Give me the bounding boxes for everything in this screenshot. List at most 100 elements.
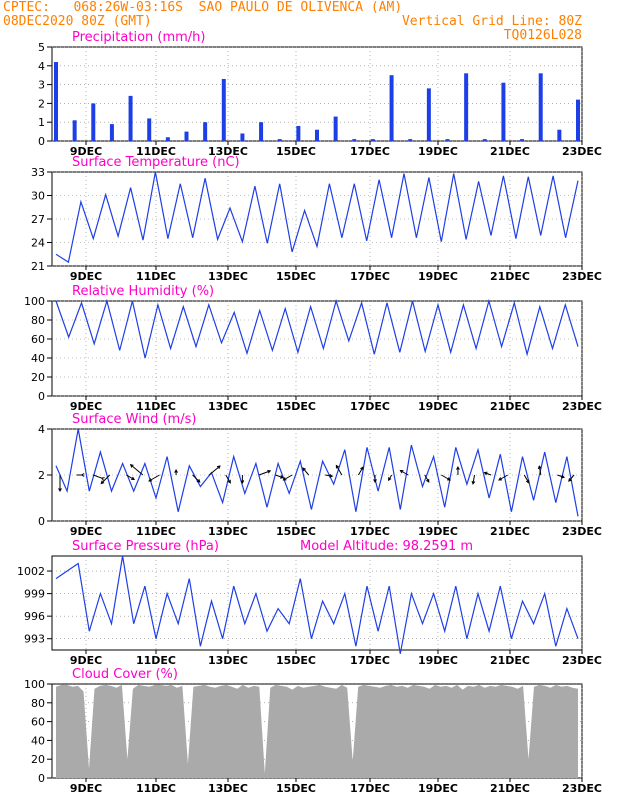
wind-arrow: [335, 465, 343, 476]
wind-xtick-label: 23DEC: [562, 525, 602, 538]
rh-ytick-label: 0: [38, 390, 45, 403]
precip-ytick-label: 1: [38, 116, 45, 129]
rh-frame: [51, 300, 583, 397]
wind-xtick-label: 13DEC: [208, 525, 248, 538]
pres-title: Surface Pressure (hPa): [72, 539, 219, 554]
cloud-ytick-label: 20: [31, 753, 45, 766]
precip-bar: [147, 118, 152, 141]
wind-panel: [47, 428, 583, 525]
precip-bar: [72, 120, 77, 141]
rh-xtick-label: 19DEC: [418, 400, 458, 413]
precip-ytick-label: 3: [38, 79, 45, 92]
temp-ytick-label: 24: [31, 237, 45, 250]
pres-xtick-label: 13DEC: [208, 654, 248, 667]
pres-ytick-label: 1002: [17, 565, 45, 578]
rh-ytick-label: 60: [31, 333, 45, 346]
wind-arrow: [424, 474, 430, 483]
wind-arrow: [126, 474, 135, 480]
precip-ytick-label: 0: [38, 135, 45, 148]
wind-arrow: [358, 466, 364, 476]
precip-bar: [165, 137, 170, 141]
precip-title: Precipitation (mm/h): [72, 30, 205, 45]
temp-ytick-label: 21: [31, 260, 45, 273]
precip-ytick-label: 2: [38, 97, 45, 110]
precip-bar: [184, 131, 189, 141]
wind-arrow-head: [373, 479, 377, 484]
precip-ytick-label: 4: [38, 60, 45, 73]
precip-bar: [576, 99, 580, 141]
precip-bar: [91, 103, 96, 141]
wind-arrow: [441, 474, 451, 481]
wind-arrow-head: [267, 469, 272, 474]
wind-arrow-head: [360, 466, 364, 471]
wind-arrow: [148, 474, 160, 482]
temp-series-line: [55, 171, 579, 264]
wind-arrow: [325, 474, 333, 477]
precip-xtick-label: 19DEC: [418, 145, 458, 158]
cloud-xtick-label: 17DEC: [350, 782, 390, 795]
rh-xtick-label: 21DEC: [490, 400, 530, 413]
pres-panel: [47, 555, 583, 654]
temp-xtick-label: 23DEC: [562, 270, 602, 283]
wind-arrow-head: [388, 477, 392, 482]
wind-series-line: [55, 428, 579, 517]
temp-xtick-label: 13DEC: [208, 270, 248, 283]
wind-arrow-head: [537, 465, 542, 470]
wind-arrow-head: [148, 478, 153, 482]
pres-xtick-label: 9DEC: [70, 654, 102, 667]
pres-xtick-label: 23DEC: [562, 654, 602, 667]
wind-arrow: [472, 474, 476, 484]
wind-arrow: [100, 474, 111, 484]
wind-arrow-head: [447, 477, 451, 481]
pres-ytick-label: 996: [24, 610, 45, 623]
temp-title: Surface Temperature (nC): [72, 155, 240, 170]
pres-ytick-label: 999: [24, 588, 45, 601]
wind-arrow: [275, 474, 284, 479]
pres-series-line: [55, 555, 579, 654]
precip-bar: [501, 82, 506, 141]
rh-xtick-label: 11DEC: [136, 400, 176, 413]
cloud-ytick-label: 80: [31, 697, 45, 710]
rh-panel: [47, 298, 583, 400]
precip-bar: [277, 139, 282, 141]
precip-bar: [389, 75, 394, 141]
vertical-grid-info: Vertical Grid Line: 80Z: [401, 14, 582, 29]
wind-arrow-head: [227, 479, 231, 484]
pres-xtick-label: 21DEC: [490, 654, 530, 667]
wind-arrow: [192, 474, 201, 483]
cloud-ytick-label: 0: [38, 772, 45, 785]
rh-ytick-label: 40: [31, 352, 45, 365]
wind-arrow-head: [58, 488, 62, 493]
wind-arrow-head: [456, 465, 460, 470]
wind-xtick-label: 17DEC: [350, 525, 390, 538]
precip-bar: [426, 88, 431, 141]
precip-bar: [54, 62, 58, 141]
wind-xtick-label: 21DEC: [490, 525, 530, 538]
precip-bar: [203, 122, 208, 141]
wind-title: Surface Wind (m/s): [72, 412, 196, 427]
wind-xtick-label: 19DEC: [418, 525, 458, 538]
pres-xtick-label: 11DEC: [136, 654, 176, 667]
precip-bar: [296, 125, 301, 141]
pres-xtick-label: 19DEC: [418, 654, 458, 667]
precip-bar: [259, 122, 264, 141]
rh-xtick-label: 13DEC: [208, 400, 248, 413]
wind-arrow-head: [174, 468, 178, 473]
temp-panel: [47, 171, 583, 270]
rh-xtick-label: 17DEC: [350, 400, 390, 413]
cloud-xtick-label: 15DEC: [276, 782, 316, 795]
chart-header: CPTEC: 068:26W-03:16S SAO PAULO DE OLIVE…: [0, 0, 618, 44]
wind-xtick-label: 9DEC: [70, 525, 102, 538]
precip-bar: [445, 139, 450, 141]
precip-bar: [333, 116, 338, 141]
precip-bar: [520, 139, 525, 141]
precip-bar: [315, 129, 319, 141]
wind-arrow-head: [100, 477, 105, 481]
precip-bar: [128, 95, 133, 141]
precip-bar: [109, 124, 114, 141]
rh-series-line: [55, 298, 579, 359]
rh-ytick-label: 80: [31, 314, 45, 327]
precip-bar: [352, 139, 357, 141]
cloud-xtick-label: 11DEC: [136, 782, 176, 795]
temp-xtick-label: 21DEC: [490, 270, 530, 283]
